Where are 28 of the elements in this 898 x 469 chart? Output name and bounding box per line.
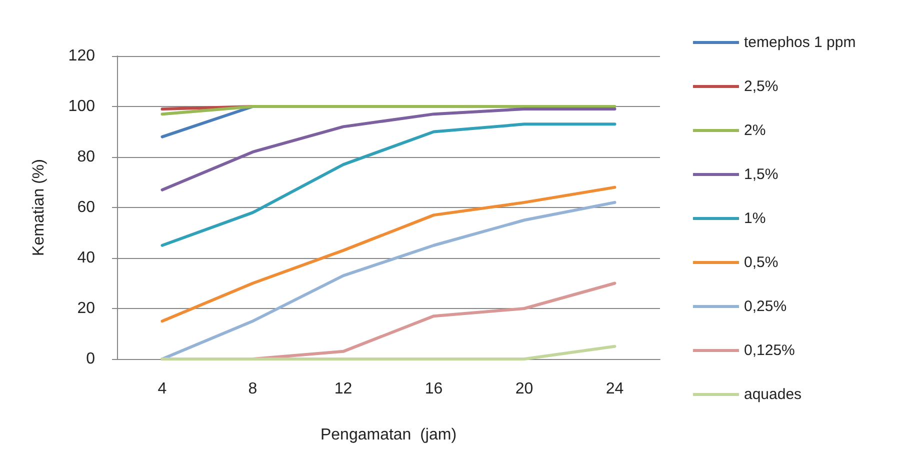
x-tick-label: 24 bbox=[606, 380, 624, 398]
x-tick-label: 8 bbox=[248, 380, 258, 398]
legend-label: 2,5% bbox=[744, 78, 778, 95]
line-series bbox=[160, 108, 616, 192]
y-tick-label: 80 bbox=[77, 148, 96, 166]
y-axis-title: Kematian (%) bbox=[30, 159, 48, 256]
legend-label: 0,25% bbox=[744, 298, 787, 315]
y-tick-label: 40 bbox=[77, 250, 96, 266]
y-tick-label: 100 bbox=[68, 98, 96, 115]
legend-label: 0,125% bbox=[744, 342, 795, 359]
legend-label: 1,5% bbox=[744, 166, 778, 183]
legend-label: 0,5% bbox=[744, 254, 778, 271]
line-series bbox=[160, 200, 616, 360]
legend-label: aquades bbox=[744, 386, 802, 403]
y-tick-label: 60 bbox=[77, 199, 96, 216]
legend-label: temephos 1 ppm bbox=[744, 34, 856, 51]
line-series bbox=[160, 122, 616, 247]
x-tick-label: 4 bbox=[158, 380, 167, 398]
legend-label: 1% bbox=[744, 210, 766, 227]
y-tick-label: 120 bbox=[68, 48, 96, 64]
y-tick-label: 0 bbox=[86, 350, 96, 368]
legend-label: 2% bbox=[744, 122, 766, 139]
y-tick-label: 20 bbox=[77, 300, 96, 317]
x-tick-label: 20 bbox=[515, 380, 534, 398]
x-tick-label: 16 bbox=[424, 380, 443, 398]
x-tick-label: 12 bbox=[334, 380, 352, 398]
x-axis-title: Pengamatan (jam) bbox=[320, 426, 457, 444]
line-series bbox=[160, 186, 616, 323]
